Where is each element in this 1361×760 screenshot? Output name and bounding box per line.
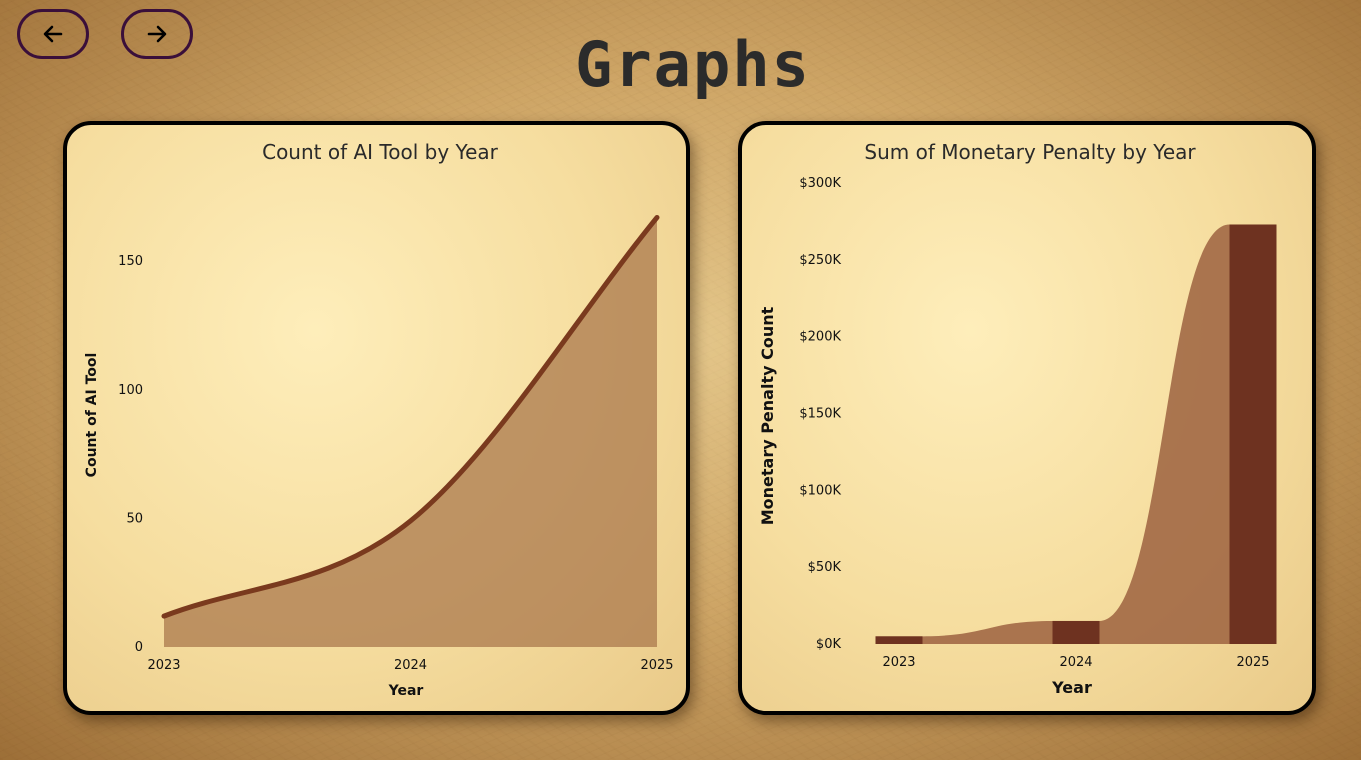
y-tick-label: 0 bbox=[135, 640, 143, 655]
penalty-ribbon bbox=[875, 224, 1277, 644]
ai-tool-chart: Count of AI Tool by Year 0 50 100 150 2023 2… bbox=[84, 140, 674, 699]
y-tick-label: 150 bbox=[118, 254, 143, 269]
page-title: Graphs bbox=[575, 28, 811, 101]
ai-tool-chart-panel: Count of AI Tool by Year 0 50 100 150 2023 2… bbox=[63, 121, 690, 715]
penalty-chart: Sum of Monetary Penalty by Year $0K $50K $… bbox=[758, 140, 1277, 697]
x-tick-label: 2025 bbox=[1236, 655, 1269, 670]
y-tick-label: $100K bbox=[799, 483, 841, 498]
x-tick-label: 2023 bbox=[882, 655, 915, 670]
x-axis-label: Year bbox=[388, 683, 424, 699]
x-tick-label: 2024 bbox=[394, 658, 427, 673]
y-tick-label: $50K bbox=[808, 560, 842, 575]
y-axis-label: Monetary Penalty Count bbox=[758, 306, 777, 525]
ai-tool-line bbox=[161, 214, 660, 619]
bar-2024[interactable] bbox=[1052, 620, 1100, 644]
y-tick-label: $200K bbox=[799, 330, 841, 345]
chart-title: Count of AI Tool by Year bbox=[262, 140, 499, 164]
y-tick-label: $250K bbox=[799, 253, 841, 268]
back-button[interactable] bbox=[17, 9, 89, 59]
y-tick-label: 100 bbox=[118, 383, 143, 398]
bar-2023[interactable] bbox=[875, 636, 923, 644]
y-tick-label: $150K bbox=[799, 407, 841, 422]
chart-title: Sum of Monetary Penalty by Year bbox=[864, 140, 1196, 164]
bar-2025[interactable] bbox=[1229, 224, 1277, 644]
ai-tool-area bbox=[164, 217, 657, 647]
y-axis-label: Count of AI Tool bbox=[84, 353, 100, 478]
arrow-left-icon bbox=[43, 25, 63, 43]
x-tick-label: 2025 bbox=[640, 658, 673, 673]
next-button[interactable] bbox=[121, 9, 193, 59]
x-tick-label: 2024 bbox=[1059, 655, 1092, 670]
penalty-chart-panel: Sum of Monetary Penalty by Year $0K $50K $… bbox=[738, 121, 1316, 715]
y-tick-label: $300K bbox=[799, 176, 841, 191]
x-tick-label: 2023 bbox=[147, 658, 180, 673]
y-tick-label: 50 bbox=[126, 511, 143, 526]
y-tick-label: $0K bbox=[816, 637, 842, 652]
x-axis-label: Year bbox=[1051, 678, 1092, 697]
arrow-right-icon bbox=[147, 25, 167, 43]
